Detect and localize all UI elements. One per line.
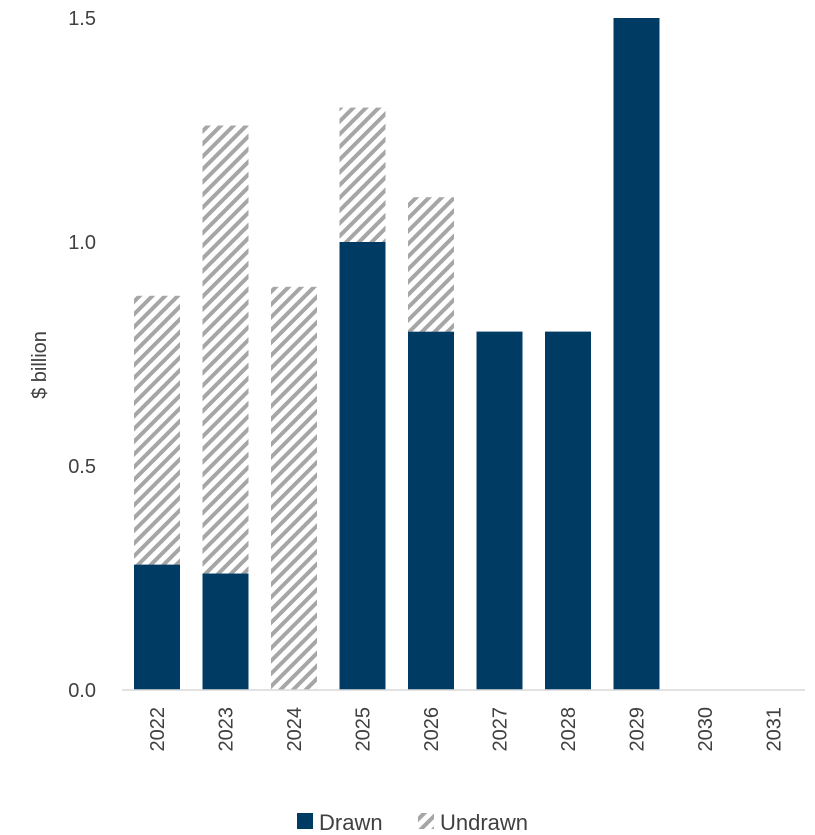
bar-drawn-2023 (202, 573, 249, 690)
bar-undrawn-2024 (271, 286, 317, 690)
y-tick-label: 0.0 (68, 680, 96, 702)
x-tick-label: 2025 (353, 707, 375, 752)
x-tick-label: 2029 (627, 707, 649, 752)
y-tick-label: 1.5 (68, 8, 96, 30)
bar-undrawn-2026 (408, 197, 454, 332)
bar-undrawn-2022 (134, 295, 180, 565)
bar-drawn-2026 (408, 331, 454, 690)
legend-label-drawn: Drawn (319, 810, 383, 835)
bars (134, 18, 660, 690)
x-tick-label: 2028 (558, 707, 580, 752)
legend-label-undrawn: Undrawn (440, 810, 528, 835)
x-tick-label: 2030 (695, 707, 717, 752)
x-tick-label: 2024 (284, 707, 306, 752)
bar-drawn-2022 (134, 564, 180, 690)
legend: Drawn Undrawn (297, 810, 528, 835)
x-tick-label: 2031 (764, 707, 786, 752)
y-axis-label: $ billion (29, 331, 51, 399)
x-tick-label: 2022 (147, 707, 169, 752)
bar-drawn-2027 (476, 331, 523, 690)
bar-drawn-2028 (545, 331, 591, 690)
bar-undrawn-2025 (339, 107, 386, 242)
legend-swatch-undrawn (418, 813, 434, 829)
y-axis-ticks: 0.0 0.5 1.0 1.5 (68, 8, 96, 702)
bar-drawn-2025 (339, 242, 386, 690)
bar-undrawn-2023 (202, 125, 249, 574)
y-tick-label: 0.5 (68, 456, 96, 478)
bar-drawn-2029 (613, 18, 660, 690)
x-tick-label: 2027 (490, 707, 512, 752)
x-tick-label: 2026 (421, 707, 443, 752)
x-tick-label: 2023 (216, 707, 238, 752)
y-tick-label: 1.0 (68, 232, 96, 254)
legend-swatch-drawn (297, 813, 313, 829)
x-axis-ticks: 2022 2023 2024 2025 2026 2027 2028 2029 2030 2031 (147, 707, 786, 752)
